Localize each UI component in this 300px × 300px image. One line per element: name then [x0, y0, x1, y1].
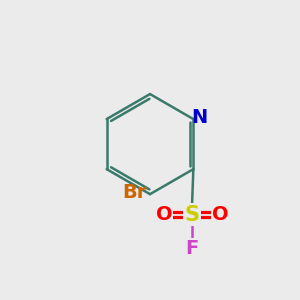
Text: N: N	[192, 108, 208, 127]
Text: O: O	[212, 205, 228, 224]
Text: O: O	[156, 205, 172, 224]
Text: S: S	[184, 205, 200, 225]
Text: F: F	[185, 239, 199, 258]
Text: Br: Br	[122, 183, 147, 202]
